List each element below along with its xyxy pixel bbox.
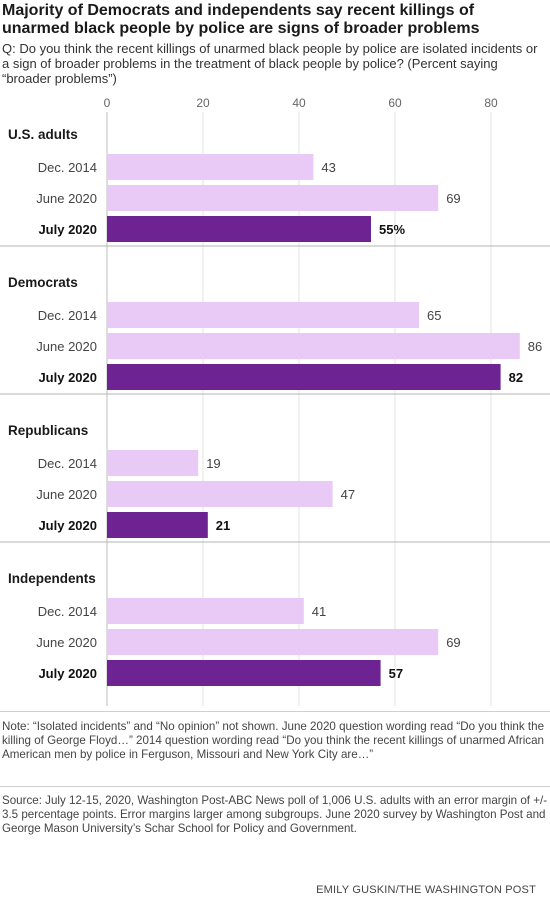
chart-subtitle-question: Q: Do you think the recent killings of u… xyxy=(2,41,538,86)
bar-value-label: 43 xyxy=(321,160,335,175)
chart-source: Source: July 12-15, 2020, Washington Pos… xyxy=(2,794,548,835)
bar-value-label: 69 xyxy=(446,191,460,206)
bar xyxy=(107,302,419,328)
bar-category-label: June 2020 xyxy=(36,191,97,206)
chart-note: Note: “Isolated incidents” and “No opini… xyxy=(2,720,545,761)
bar-value-label: 82 xyxy=(509,370,523,385)
bar xyxy=(107,512,208,538)
bar xyxy=(107,364,501,390)
footer-divider xyxy=(0,711,550,712)
group-label: Democrats xyxy=(8,275,78,290)
bar xyxy=(107,481,333,507)
x-tick-label: 0 xyxy=(104,96,111,110)
bar-value-label: 47 xyxy=(341,487,355,502)
bar xyxy=(107,216,371,242)
bar-category-label: July 2020 xyxy=(38,518,97,533)
x-tick-label: 40 xyxy=(292,96,306,110)
bar-value-label: 69 xyxy=(446,635,460,650)
bar-category-label: July 2020 xyxy=(38,666,97,681)
bar-category-label: Dec. 2014 xyxy=(38,160,97,175)
bar-category-label: July 2020 xyxy=(38,222,97,237)
group-label: U.S. adults xyxy=(8,127,78,142)
bar xyxy=(107,154,314,180)
bar xyxy=(107,333,520,359)
bar xyxy=(107,185,439,211)
bar-value-label: 21 xyxy=(216,518,230,533)
x-tick-label: 80 xyxy=(484,96,498,110)
group-label: Republicans xyxy=(8,423,88,438)
bar-value-label: 41 xyxy=(312,604,326,619)
bar xyxy=(107,629,439,655)
bar xyxy=(107,660,381,686)
chart-credit: EMILY GUSKIN/THE WASHINGTON POST xyxy=(316,884,536,896)
bar-category-label: July 2020 xyxy=(38,370,97,385)
bar xyxy=(107,598,304,624)
chart-title: Majority of Democrats and independents s… xyxy=(2,2,480,37)
bar-category-label: June 2020 xyxy=(36,339,97,354)
bar-category-label: Dec. 2014 xyxy=(38,604,97,619)
bar-value-label: 65 xyxy=(427,308,441,323)
bar-value-label: 19 xyxy=(206,456,220,471)
bar-category-label: Dec. 2014 xyxy=(38,456,97,471)
bar-category-label: Dec. 2014 xyxy=(38,308,97,323)
bar-category-label: June 2020 xyxy=(36,487,97,502)
bar-value-label: 57 xyxy=(389,666,403,681)
x-tick-label: 60 xyxy=(388,96,402,110)
bar xyxy=(107,450,199,476)
x-tick-label: 20 xyxy=(196,96,210,110)
bar-category-label: June 2020 xyxy=(36,635,97,650)
group-label: Independents xyxy=(8,571,96,586)
bar-value-label: 86 xyxy=(528,339,542,354)
bar-value-label: 55% xyxy=(379,222,405,237)
bar-chart: 0 20 40 60 80 U.S. adults Dec. 2014 43 June 2020… xyxy=(0,96,550,706)
source-divider xyxy=(0,786,550,787)
